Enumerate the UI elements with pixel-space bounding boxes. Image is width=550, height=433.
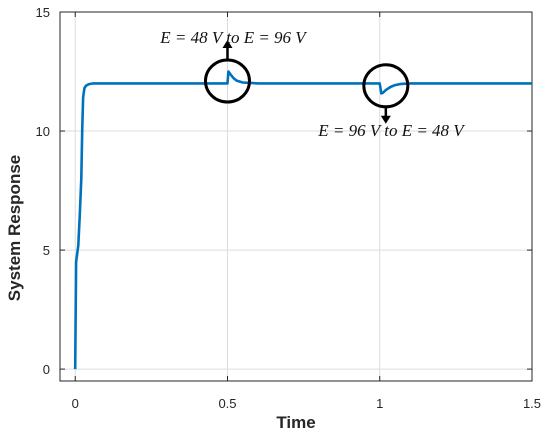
x-tick-label-3: 1.5 <box>523 396 541 411</box>
x-tick-label-0: 0 <box>72 396 79 411</box>
annotation-text-48-to-96: E = 48 V to E = 96 V <box>159 28 308 47</box>
annotation-text-96-to-48: E = 96 V to E = 48 V <box>317 121 466 140</box>
y-axis-label: System Response <box>5 155 24 301</box>
annotations: E = 48 V to E = 96 V E = 96 V to E = 48 V <box>159 28 466 140</box>
annotation-circle-up <box>203 58 251 104</box>
y-tick-label-2: 10 <box>36 124 50 139</box>
series-line-0 <box>73 70 532 370</box>
annotation-arrow-up-head <box>222 40 233 49</box>
y-tick-label-3: 15 <box>36 5 50 20</box>
annotation-arrow-down-head <box>380 115 391 124</box>
axes-box <box>59 11 533 382</box>
x-axis-label: Time <box>276 413 315 432</box>
series-group <box>73 70 532 370</box>
plot-area <box>60 12 532 381</box>
y-tick-label-0: 0 <box>43 362 50 377</box>
y-tick-label-1: 5 <box>43 243 50 258</box>
axes-frame <box>59 11 533 382</box>
x-tick-label-1: 0.5 <box>218 396 236 411</box>
tick-labels: 0 0.5 1 1.5 0 5 10 15 <box>36 5 542 411</box>
x-tick-label-2: 1 <box>376 396 383 411</box>
